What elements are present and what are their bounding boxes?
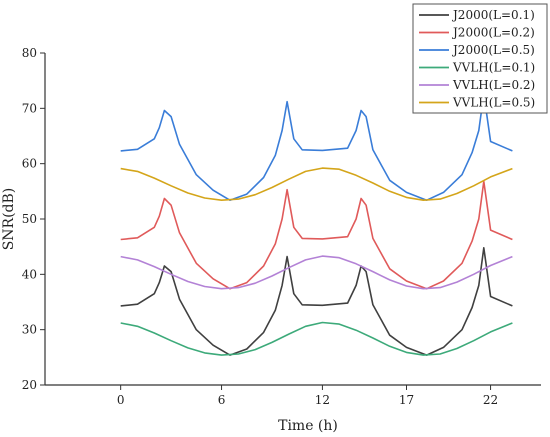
x-tick-label: 17	[399, 393, 414, 407]
x-tick-label: 12	[315, 393, 330, 407]
legend-label: VVLH(L=0.1)	[452, 61, 535, 75]
series-line-1	[120, 247, 513, 356]
y-tick-label: 20	[22, 378, 37, 392]
series-line-2	[120, 180, 513, 290]
y-tick-label: 80	[22, 46, 37, 60]
y-tick-label: 50	[22, 212, 37, 226]
y-tick-label: 70	[22, 101, 37, 115]
series-line-4	[120, 321, 513, 356]
x-axis-label: Time (h)	[278, 418, 338, 434]
legend-label: J2000(L=0.1)	[451, 8, 535, 22]
x-tick-label: 22	[483, 393, 498, 407]
legend: J2000(L=0.1) J2000(L=0.2) J2000(L=0.5) VVLH…	[412, 3, 548, 114]
series-line-6	[120, 167, 513, 201]
y-tick-label: 40	[22, 267, 37, 281]
y-axis-label: SNR(dB)	[1, 188, 17, 251]
legend-label: VVLH(L=0.5)	[452, 96, 535, 110]
y-axis-ticks: 20 30 40 50 60 70 80	[22, 46, 45, 392]
x-tick-label: 6	[218, 393, 226, 407]
y-tick-label: 60	[22, 157, 37, 171]
series-line-3	[120, 93, 513, 201]
y-tick-label: 30	[22, 323, 37, 337]
legend-label: J2000(L=0.5)	[451, 43, 535, 57]
x-tick-label: 0	[117, 393, 125, 407]
legend-label: VVLH(L=0.2)	[452, 78, 535, 92]
series-line-5	[120, 255, 513, 290]
series-lines	[120, 93, 513, 356]
legend-box	[412, 3, 548, 114]
x-axis-ticks: 0 6 12 17 22	[117, 385, 498, 407]
legend-label: J2000(L=0.2)	[451, 26, 535, 40]
